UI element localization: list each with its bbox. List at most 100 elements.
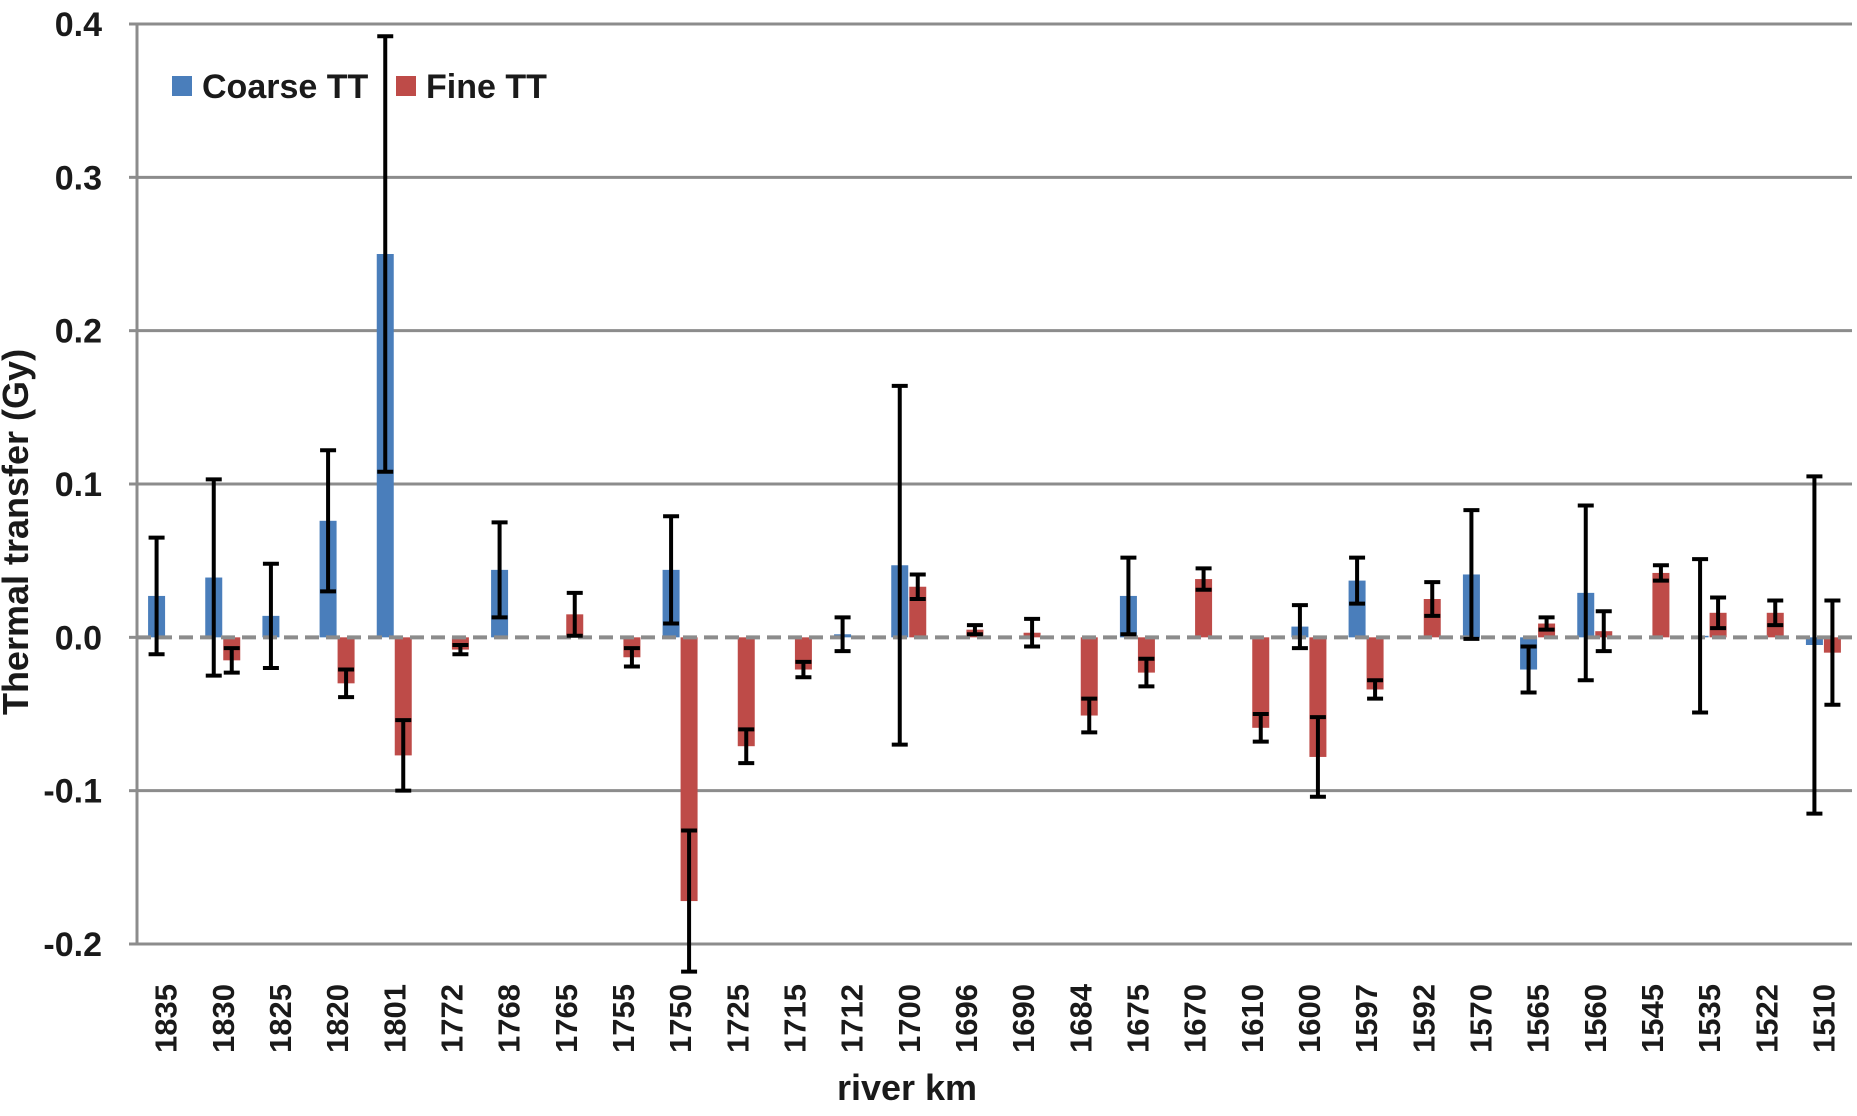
- legend-label-coarse: Coarse TT: [202, 68, 368, 106]
- bar-fine-tt: [1652, 572, 1670, 638]
- legend-swatch-coarse: [172, 76, 192, 96]
- y-tick-label: 0.2: [55, 313, 102, 351]
- x-tick-label: 1801: [377, 984, 412, 1053]
- x-tick-label: 1772: [434, 984, 469, 1053]
- x-tick-label: 1830: [206, 984, 241, 1053]
- y-tick-label: 0.4: [55, 6, 102, 44]
- x-tick-label: 1600: [1292, 984, 1327, 1053]
- error-bar-fine-tt: [566, 590, 583, 638]
- x-axis-title: river km: [837, 1067, 977, 1108]
- legend: Coarse TT Fine TT: [172, 68, 547, 106]
- bar-fine-tt: [1366, 637, 1384, 690]
- x-tick-label: 1825: [263, 984, 298, 1053]
- x-tick-label: 1610: [1235, 984, 1270, 1053]
- error-bar-coarse-tt: [377, 34, 394, 474]
- error-bar-fine-tt: [738, 727, 755, 766]
- x-tick-label: 1670: [1178, 984, 1213, 1053]
- error-bar-fine-tt: [1309, 715, 1326, 799]
- error-bar-fine-tt: [1652, 563, 1669, 583]
- bar-fine-tt: [680, 637, 698, 902]
- error-bar-coarse-tt: [1806, 474, 1823, 816]
- error-bar-fine-tt: [681, 828, 698, 974]
- bar-fine-tt: [1195, 579, 1213, 638]
- error-bar-coarse-tt: [834, 615, 851, 654]
- error-bar-fine-tt: [1367, 678, 1384, 701]
- error-bar-fine-tt: [1138, 656, 1155, 689]
- x-tick-label: 1545: [1635, 984, 1670, 1053]
- legend-swatch-fine: [396, 76, 416, 96]
- legend-label-fine: Fine TT: [426, 68, 547, 106]
- error-bar-coarse-tt: [148, 535, 165, 657]
- x-tick-label: 1835: [149, 984, 184, 1053]
- gridlines: [137, 22, 1852, 946]
- x-tick-label: 1725: [720, 984, 755, 1053]
- x-tick-label: 1712: [835, 984, 870, 1053]
- error-bar-fine-tt: [795, 659, 812, 680]
- bar-fine-tt: [1080, 637, 1098, 716]
- error-bars: [148, 34, 1841, 974]
- x-tick-label: 1700: [892, 984, 927, 1053]
- x-tick-label: 1755: [606, 984, 641, 1053]
- x-tick-label: 1570: [1463, 984, 1498, 1053]
- error-bar-fine-tt: [1081, 696, 1098, 735]
- x-tick-label: 1750: [663, 984, 698, 1053]
- error-bar-fine-tt: [1195, 566, 1212, 592]
- y-tick-label: 0.0: [55, 619, 102, 657]
- x-tick-label: 1522: [1749, 984, 1784, 1053]
- bar-coarse-tt: [1348, 580, 1366, 638]
- error-bar-coarse-tt: [1349, 555, 1366, 606]
- bar-fine-tt: [1137, 637, 1155, 673]
- error-bar-coarse-tt: [1577, 503, 1594, 683]
- x-tick-label: 1820: [320, 984, 355, 1053]
- error-bar-coarse-tt: [891, 383, 908, 747]
- axes: [129, 22, 1852, 946]
- error-bar-coarse-tt: [320, 448, 337, 594]
- y-tick-label: -0.2: [43, 926, 102, 964]
- error-bar-fine-tt: [1824, 598, 1841, 707]
- error-bar-coarse-tt: [205, 477, 222, 678]
- error-bar-coarse-tt: [262, 561, 279, 670]
- x-tick-label: 1684: [1063, 983, 1098, 1053]
- y-tick-label: 0.3: [55, 159, 102, 197]
- error-bar-fine-tt: [338, 667, 355, 700]
- error-bar-coarse-tt: [1692, 557, 1709, 715]
- tick-labels: -0.2 -0.1 0.0 0.1 0.2 0.3 0.4 1835 1830 1825 1820 1…: [43, 6, 1841, 1053]
- bar-fine-tt: [394, 637, 412, 756]
- error-bar-coarse-tt: [1291, 603, 1308, 651]
- error-bar-fine-tt: [452, 643, 469, 657]
- error-bar-fine-tt: [1538, 615, 1555, 632]
- x-tick-label: 1510: [1806, 984, 1841, 1053]
- x-tick-label: 1690: [1006, 984, 1041, 1053]
- x-tick-label: 1675: [1120, 984, 1155, 1053]
- error-bar-fine-tt: [966, 623, 983, 637]
- x-tick-label: 1597: [1349, 984, 1384, 1053]
- error-bar-coarse-tt: [1120, 555, 1137, 637]
- bar-fine-tt: [1252, 637, 1270, 728]
- bar-fine-tt: [337, 637, 355, 684]
- error-bar-fine-tt: [395, 718, 412, 793]
- error-bar-fine-tt: [1710, 595, 1727, 631]
- y-axis-title: Thermal transfer (Gy): [0, 349, 36, 715]
- x-tick-label: 1565: [1521, 984, 1556, 1053]
- x-tick-label: 1592: [1406, 984, 1441, 1053]
- error-bar-fine-tt: [1024, 616, 1041, 649]
- bar-fine-tt: [1309, 637, 1327, 757]
- x-tick-label: 1768: [492, 984, 527, 1053]
- error-bar-fine-tt: [1767, 598, 1784, 628]
- error-bar-fine-tt: [623, 646, 640, 669]
- error-bar-fine-tt: [223, 646, 240, 675]
- x-tick-label: 1535: [1692, 984, 1727, 1053]
- error-bar-fine-tt: [1424, 580, 1441, 618]
- error-bar-fine-tt: [1252, 712, 1269, 744]
- error-bar-coarse-tt: [1463, 508, 1480, 641]
- bar-fine-tt: [737, 637, 755, 747]
- x-tick-label: 1765: [549, 984, 584, 1053]
- error-bar-coarse-tt: [491, 520, 508, 620]
- error-bar-coarse-tt: [663, 514, 680, 626]
- y-tick-label: -0.1: [43, 773, 102, 811]
- x-tick-label: 1560: [1578, 984, 1613, 1053]
- error-bar-fine-tt: [1595, 609, 1612, 654]
- y-tick-label: 0.1: [55, 466, 102, 504]
